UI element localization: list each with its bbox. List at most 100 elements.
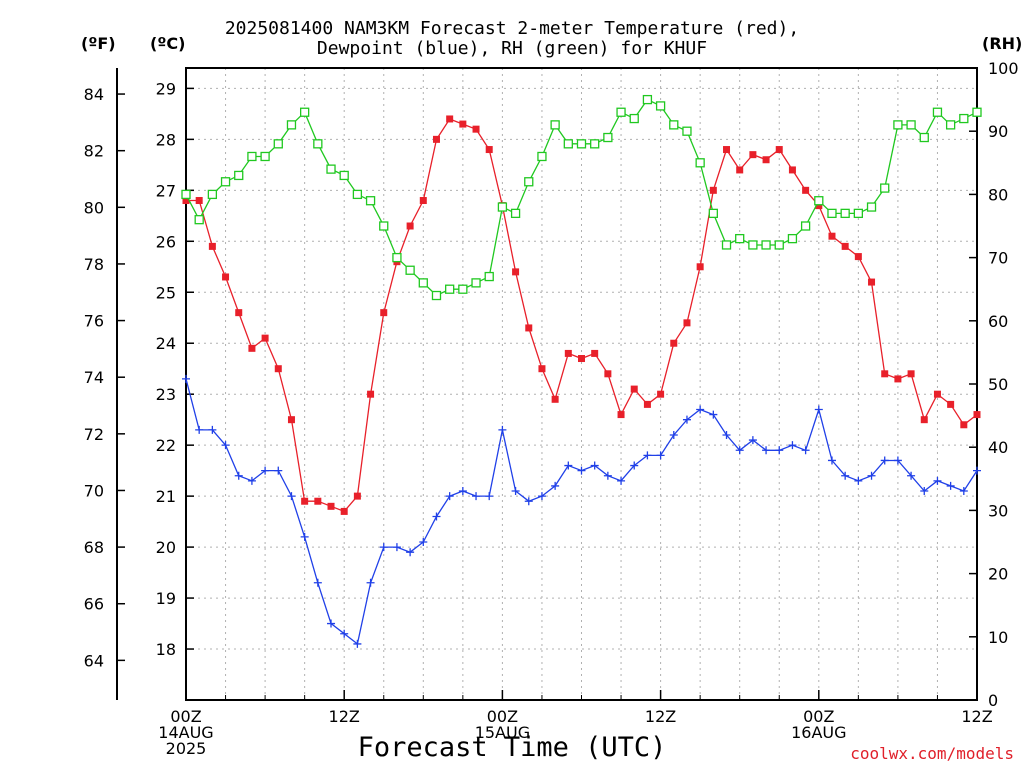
temperature-point (485, 146, 493, 154)
rh-point (655, 101, 666, 111)
rh-point (418, 278, 428, 288)
temperature-point (907, 370, 915, 378)
celsius-tick-label: 19 (156, 589, 176, 608)
dewpoint-point (880, 456, 889, 465)
temperature-point (419, 197, 427, 205)
dewpoint-point (775, 446, 784, 455)
temperature-point (617, 411, 625, 419)
rh-point (906, 120, 916, 130)
dewpoint-point (959, 487, 968, 496)
temperature-point (195, 197, 203, 205)
dewpoint-point (748, 436, 757, 445)
rh-point (708, 208, 718, 219)
rh-point (642, 94, 653, 105)
temperature-point (551, 395, 559, 403)
fahrenheit-tick-label: 82 (84, 142, 104, 161)
rh-point (735, 233, 745, 244)
dewpoint-point (946, 481, 955, 490)
rh-point (866, 202, 877, 212)
rh-point (247, 151, 257, 162)
rh-point (682, 126, 692, 136)
dewpoint-point (907, 471, 916, 480)
rh-point (471, 278, 481, 288)
celsius-tick-label: 28 (156, 130, 176, 149)
rh-point (286, 120, 297, 130)
temperature-point (736, 166, 744, 174)
dewpoint-point (973, 466, 981, 475)
axes: 64 66 68 70 72 74 76 78 80 82 84 18 19 20 21 22 23 24 25 26… (84, 59, 1019, 758)
fahrenheit-tick-label: 64 (84, 651, 104, 670)
dewpoint-point (392, 543, 401, 552)
rh-tick-label: 100 (988, 59, 1019, 78)
rh-point (260, 151, 270, 162)
celsius-tick-label: 22 (156, 436, 176, 455)
rh-point (853, 208, 863, 219)
rh-point (392, 252, 402, 263)
dewpoint-point (511, 487, 520, 496)
x-tick-label: 00Z (487, 707, 518, 726)
dewpoint-point (617, 476, 626, 485)
rh-point (313, 139, 323, 149)
rh-point (326, 164, 336, 174)
temperature-point (960, 421, 968, 429)
dewpoint-point (696, 405, 705, 414)
x-tick-label: 00Z (803, 707, 834, 726)
temperature-point (749, 151, 757, 159)
x-axis-label: Forecast Time (UTC) (357, 732, 667, 763)
temperature-point (670, 339, 678, 347)
rh-unit-label: (RH) (982, 34, 1023, 53)
temperature-point (182, 197, 190, 205)
rh-point (761, 240, 771, 250)
rh-point (932, 107, 943, 117)
rh-point (748, 240, 758, 250)
rh-point (458, 284, 468, 294)
temperature-point (432, 135, 440, 143)
dewpoint-point (327, 619, 336, 628)
rh-point (840, 208, 850, 219)
rh-point (787, 233, 798, 244)
temperature-point (287, 416, 295, 424)
x-tick-label: 12Z (645, 707, 676, 726)
dewpoint-point (788, 441, 797, 450)
plot-frame (185, 67, 978, 701)
rh-point (550, 120, 560, 130)
temperature-point (762, 156, 770, 164)
rh-point (207, 189, 218, 200)
dewpoint-point (590, 461, 599, 470)
fahrenheit-tick-label: 74 (84, 368, 104, 387)
dewpoint-point (182, 374, 190, 383)
fahrenheit-tick-label: 80 (84, 198, 104, 217)
rh-tick-label: 40 (988, 438, 1008, 457)
temperature-point (723, 146, 731, 154)
dewpoint-point (458, 487, 467, 496)
credit-link[interactable]: coolwx.com/models (850, 744, 1014, 763)
temperature-point (327, 502, 335, 510)
rh-point (721, 240, 732, 250)
dewpoint-point (643, 451, 652, 460)
dewpoint-point (762, 446, 771, 455)
temperature-point (525, 324, 533, 332)
grid-lines (186, 68, 977, 700)
rh-point (339, 170, 349, 181)
rh-point (945, 120, 956, 130)
dewpoint-point (854, 476, 863, 485)
temperature-point (947, 400, 955, 408)
dewpoint-point (353, 639, 362, 648)
fahrenheit-tick-label: 84 (84, 85, 104, 104)
rh-point (669, 120, 679, 130)
dewpoint-point (722, 430, 731, 439)
dewpoint-point (300, 532, 309, 541)
rh-point (484, 271, 494, 282)
rh-point (959, 113, 969, 124)
dewpoint-point (551, 481, 560, 490)
chart-title-line-1: 2025081400 NAM3KM Forecast 2-meter Tempe… (224, 18, 800, 39)
x-tick-label: 14AUG (158, 723, 213, 742)
temperature-point (815, 202, 823, 210)
rh-tick-label: 90 (988, 122, 1008, 141)
temperature-point (446, 115, 454, 123)
fahrenheit-tick-label: 78 (84, 255, 104, 274)
rh-point (379, 221, 389, 231)
fahrenheit-unit-label: (ºF) (81, 34, 116, 53)
rh-point (827, 208, 837, 219)
temperature-point (973, 411, 981, 419)
